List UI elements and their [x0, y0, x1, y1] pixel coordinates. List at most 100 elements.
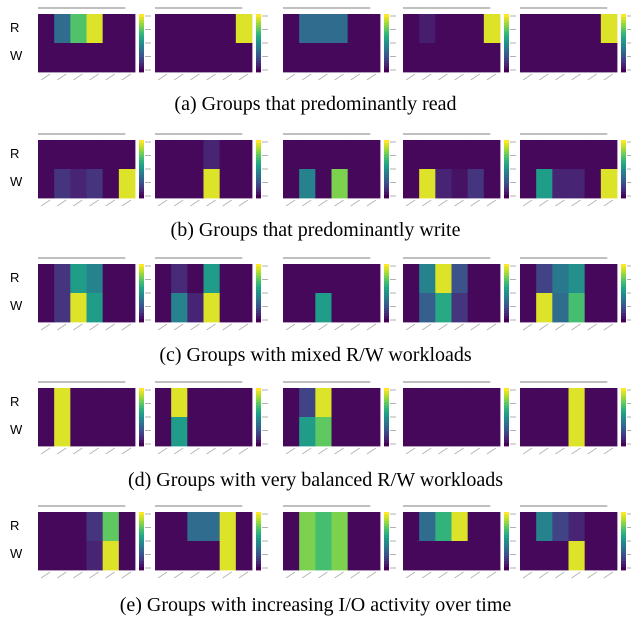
colorbar-segment — [384, 523, 389, 527]
colorbar-segment — [139, 425, 144, 429]
colorbar-segment — [384, 51, 389, 55]
colorbar-segment — [256, 16, 261, 21]
heatmap-cell — [86, 293, 104, 323]
colorbar-segment — [139, 266, 144, 271]
colorbar-segment — [504, 28, 509, 32]
x-tick-mark — [56, 447, 67, 455]
heatmap-cell — [219, 293, 237, 323]
colorbar-segment — [384, 272, 389, 276]
x-tick-mark — [89, 323, 99, 331]
colorbar-segment — [256, 558, 261, 562]
heatmap-cell — [283, 169, 300, 199]
colorbar-segment — [384, 63, 389, 67]
colorbar-segment — [621, 535, 626, 539]
heatmap-cell — [584, 293, 602, 323]
colorbar-segment — [256, 278, 261, 282]
heatmap-cell — [520, 512, 537, 542]
colorbar-segment — [621, 440, 626, 444]
colorbar-segment — [384, 431, 389, 435]
colorbar-segment — [621, 22, 626, 26]
heatmap-cell — [467, 541, 485, 571]
heatmap-cell — [235, 541, 253, 571]
colorbar-segment — [139, 555, 144, 559]
row-label-w: W — [10, 422, 23, 437]
heatmap-cell — [86, 43, 104, 73]
colorbar-segment — [139, 157, 144, 161]
heatmap-cell — [363, 512, 381, 542]
colorbar-segment — [504, 529, 509, 533]
heatmap-cell — [600, 43, 618, 73]
colorbar-segment — [384, 34, 389, 38]
x-tick-mark — [587, 323, 598, 331]
heatmap-cell — [315, 140, 332, 170]
heatmap-cell — [331, 140, 349, 170]
heatmap-cell — [552, 512, 569, 542]
colorbar-segment — [256, 142, 261, 147]
colorbar-segment — [139, 411, 144, 415]
heatmap-cell — [118, 512, 136, 542]
heatmap-cell — [203, 14, 221, 44]
heatmap-cell — [54, 43, 71, 73]
heatmap-cell — [451, 512, 469, 542]
colorbar-segment — [256, 275, 261, 279]
x-tick-mark — [587, 199, 598, 207]
heatmap-cell — [70, 169, 87, 199]
colorbar-segment — [621, 514, 626, 519]
x-tick-mark — [105, 323, 116, 331]
heatmap-cell — [568, 169, 586, 199]
colorbar-segment — [504, 567, 509, 571]
x-tick-mark — [522, 323, 533, 331]
colorbar-segment — [504, 25, 509, 29]
colorbar-segment — [256, 512, 261, 516]
colorbar-segment — [256, 37, 261, 41]
heatmap-cell — [70, 293, 87, 323]
colorbar-segment — [504, 402, 509, 406]
colorbar-segment — [504, 14, 509, 18]
colorbar-segment — [504, 63, 509, 67]
heatmap-cell — [219, 417, 237, 447]
colorbar-segment — [384, 316, 389, 320]
colorbar-segment — [504, 532, 509, 536]
colorbar-segment — [621, 154, 626, 158]
colorbar-segment — [256, 266, 261, 271]
x-tick-mark — [157, 447, 168, 455]
colorbar-segment — [139, 434, 144, 438]
x-tick-mark — [571, 323, 581, 331]
heatmap-cell — [403, 293, 420, 323]
heatmap-cell — [435, 169, 452, 199]
heatmap-cell — [520, 43, 537, 73]
colorbar-segment — [256, 390, 261, 395]
heatmap-cell — [347, 14, 365, 44]
heatmap-cell — [155, 264, 172, 294]
heatmap-cell — [70, 512, 87, 542]
colorbar-segment — [384, 417, 389, 421]
heatmap-cell — [467, 293, 485, 323]
colorbar-segment — [384, 567, 389, 571]
heatmap-cell — [171, 264, 188, 294]
colorbar-segment — [256, 319, 261, 323]
colorbar-segment — [139, 19, 144, 24]
row-label-r: R — [10, 270, 20, 285]
colorbar-segment — [139, 163, 144, 167]
colorbar-segment — [384, 561, 389, 565]
heatmap-cell — [38, 417, 55, 447]
colorbar-segment — [384, 171, 389, 176]
heatmap-cell — [331, 264, 349, 294]
colorbar-segment — [384, 399, 389, 403]
x-tick-mark — [222, 447, 233, 455]
heatmap-cell — [118, 388, 136, 418]
heatmap-cell — [347, 264, 365, 294]
colorbar-segment — [139, 535, 144, 539]
colorbar-segment — [384, 541, 389, 545]
heatmap-cell — [315, 14, 332, 44]
colorbar-segment — [139, 166, 144, 170]
heatmap-cell — [331, 169, 349, 199]
heatmap-cell — [568, 264, 586, 294]
group-caption: (c) Groups with mixed R/W workloads — [159, 344, 472, 366]
heatmap-cell — [568, 417, 586, 447]
heatmap-cell — [54, 14, 71, 44]
heatmap-cell — [568, 388, 586, 418]
colorbar-segment — [139, 25, 144, 29]
heatmap-cell — [219, 169, 237, 199]
